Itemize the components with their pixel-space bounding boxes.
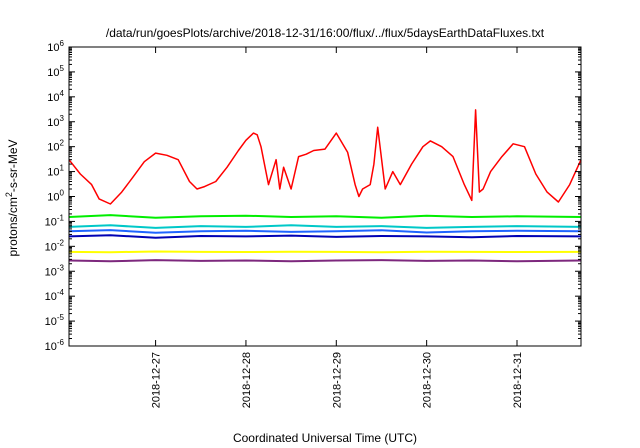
series-line-4 [68,229,582,234]
series-line-5 [68,234,582,239]
x-axis: 2018-12-27 2018-12-28 2018-12-29 2018-12-30… [151,47,524,408]
chart-title: /data/run/goesPlots/archive/2018-12-31/1… [106,26,545,40]
y-axis-title-sup: 2 [4,192,14,197]
y-axis-title-post: -s-sr-MeV [6,139,20,192]
y-tick-label: 101 [47,164,64,179]
y-tick-label: 106 [47,39,64,54]
x-tick-label: 2018-12-29 [331,352,343,408]
y-tick-label: 105 [47,64,64,79]
y-axis-title-pre: protons/cm [6,197,20,256]
y-axis-title: protons/cm2-s-sr-MeV [4,139,20,256]
series-line-2 [68,214,582,219]
x-tick-label: 2018-12-28 [241,352,253,408]
series-line-1 [68,109,582,205]
x-tick-label: 2018-12-27 [151,352,163,408]
y-tick-label: 10-3 [45,263,65,278]
series-lines [68,109,582,263]
y-tick-label: 10-1 [45,213,65,228]
x-axis-title: Coordinated Universal Time (UTC) [233,431,417,445]
series-line-7 [68,259,582,263]
series-line-6 [68,250,582,254]
y-axis: 10-6 10-5 10-4 10-3 10-2 10-1 100 101 102 103 104 1… [45,39,581,353]
x-tick-label: 2018-12-30 [422,352,434,408]
y-tick-label: 103 [47,114,64,129]
y-tick-label: 104 [47,89,64,104]
y-tick-label: 10-2 [45,238,65,253]
y-tick-label: 100 [47,189,64,204]
plot-frame [68,46,582,347]
y-tick-label: 102 [47,139,64,154]
y-tick-label: 10-5 [45,313,65,328]
y-tick-label: 10-6 [45,338,65,353]
y-tick-label: 10-4 [45,288,65,303]
series-line-3 [68,224,582,229]
x-tick-label: 2018-12-31 [512,352,524,408]
